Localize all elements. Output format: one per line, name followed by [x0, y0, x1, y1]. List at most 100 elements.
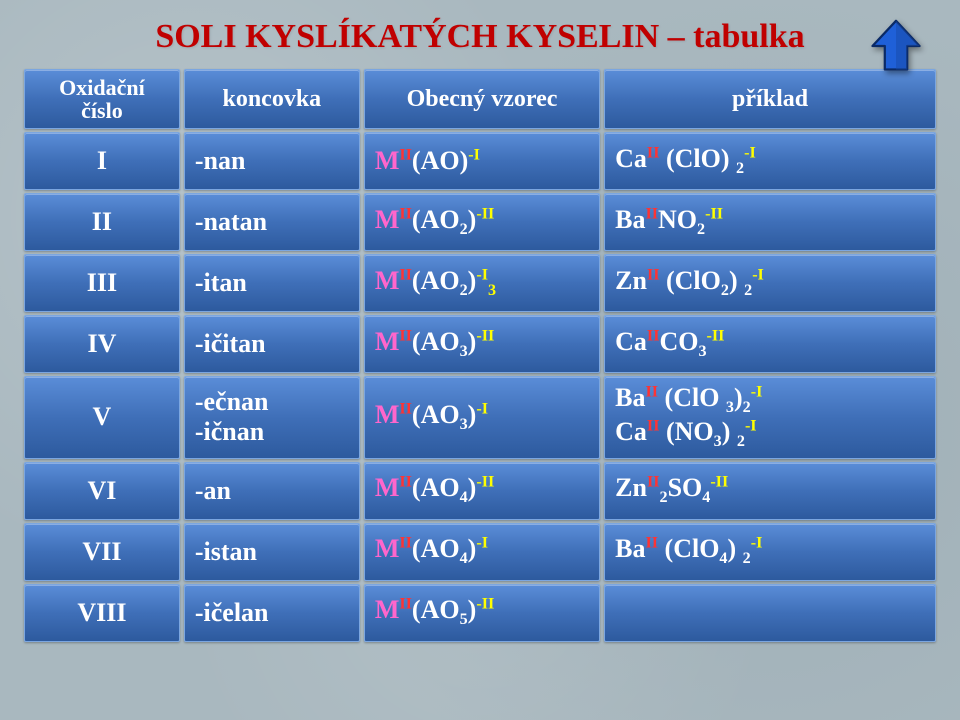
table-row: IV -ičitan MII(AO3)-II CaIICO3-II	[24, 315, 936, 373]
ex-sub: 2	[737, 434, 745, 451]
ex-charge: -II	[710, 474, 728, 491]
suffix-line2: -ičnan	[195, 417, 349, 447]
cell-example: CaII (ClO) 2-I	[604, 132, 936, 190]
ex-charge: -I	[744, 144, 756, 161]
ex-metal-sub: 2	[660, 490, 668, 507]
cell-formula: MII(AO2)-II	[364, 193, 600, 251]
cell-suffix: -istan	[184, 523, 360, 581]
ex-charge: -I	[751, 535, 763, 552]
ex-sub: 2	[743, 551, 751, 568]
cell-suffix: -nan	[184, 132, 360, 190]
ex-sub: 4	[702, 490, 710, 507]
header-oxidation-line2: číslo	[81, 98, 123, 123]
example-line1: BaII (ClO 3)2-I	[615, 383, 925, 417]
table-row: V -ečnan -ičnan MII(AO3)-I BaII (ClO 3)2…	[24, 376, 936, 458]
formula-charge: -I	[476, 401, 488, 418]
cell-example: ZnII (ClO2) 2-I	[604, 254, 936, 312]
cell-suffix: -ičitan	[184, 315, 360, 373]
ex-sub: 2	[743, 399, 751, 416]
ex-metal-sup: II	[645, 205, 658, 222]
formula-idx: 4	[460, 490, 468, 507]
sup-II: II	[399, 266, 412, 283]
ex-charge: -I	[752, 266, 764, 283]
ex-close: )	[722, 417, 731, 446]
cell-suffix: -ičelan	[184, 584, 360, 642]
table-row: VI -an MII(AO4)-II ZnII2SO4-II	[24, 462, 936, 520]
ex-sub: 2	[736, 160, 744, 177]
ex-metal-sup: II	[645, 384, 658, 401]
ex-anion: SO	[668, 473, 703, 502]
formula-charge: -II	[476, 474, 494, 491]
cell-formula: MII(AO4)-I	[364, 523, 600, 581]
sup-II: II	[399, 474, 412, 491]
symbol-M: M	[375, 534, 400, 563]
cell-ox: VII	[24, 523, 180, 581]
symbol-M: M	[375, 266, 400, 295]
ex-close: )	[729, 266, 738, 295]
cell-example: CaIICO3-II	[604, 315, 936, 373]
cell-suffix: -natan	[184, 193, 360, 251]
cell-example-empty	[604, 584, 936, 642]
formula-idx: 3	[460, 343, 468, 360]
ex-inner-sub: 3	[726, 399, 734, 416]
ex-close: )	[734, 383, 743, 412]
ex-metal: Zn	[615, 266, 647, 295]
header-example: příklad	[604, 69, 936, 129]
ex-metal-sup: II	[647, 418, 660, 435]
cell-suffix: -itan	[184, 254, 360, 312]
ex-charge: -II	[707, 327, 725, 344]
ex-anion: (NO	[666, 417, 714, 446]
suffix-line1: -ečnan	[195, 387, 349, 417]
ex-charge: -I	[751, 384, 763, 401]
ex-anion: (ClO)	[666, 144, 730, 173]
table-row: VIII -ičelan MII(AO5)-II	[24, 584, 936, 642]
cell-formula: MII(AO3)-I	[364, 376, 600, 458]
cell-formula: MII(AO3)-II	[364, 315, 600, 373]
up-arrow-button[interactable]	[868, 18, 924, 74]
formula-sub-after: 3	[488, 282, 496, 299]
table-row: VII -istan MII(AO4)-I BaII (ClO4) 2-I	[24, 523, 936, 581]
symbol-M: M	[375, 146, 400, 175]
ex-close: )	[727, 534, 736, 563]
ex-metal: Ba	[615, 205, 645, 234]
header-formula: Obecný vzorec	[364, 69, 600, 129]
cell-ox: III	[24, 254, 180, 312]
symbol-M: M	[375, 205, 400, 234]
formula-idx: 5	[460, 612, 468, 629]
formula-charge: -II	[476, 327, 494, 344]
ex-metal: Ba	[615, 383, 645, 412]
ex-metal: Ca	[615, 327, 647, 356]
cell-formula: MII(AO2)-I3	[364, 254, 600, 312]
sup-II: II	[399, 327, 412, 344]
cell-example: BaII (ClO 3)2-I CaII (NO3) 2-I	[604, 376, 936, 458]
ex-inner-sub: 3	[714, 434, 722, 451]
cell-suffix: -an	[184, 462, 360, 520]
ex-charge: -II	[705, 205, 723, 222]
formula-charge: -I	[468, 147, 480, 164]
up-arrow-icon	[868, 18, 924, 74]
cell-ox: VI	[24, 462, 180, 520]
formula-charge: -II	[476, 205, 494, 222]
cell-ox: I	[24, 132, 180, 190]
ex-metal-sup: II	[647, 144, 660, 161]
ex-metal: Zn	[615, 473, 647, 502]
header-oxidation-line1: Oxidační	[59, 75, 145, 100]
formula-charge: -I	[476, 266, 488, 283]
formula-charge: -I	[476, 535, 488, 552]
formula-idx: 3	[460, 416, 468, 433]
ex-metal: Ca	[615, 417, 647, 446]
ex-metal-sup: II	[645, 535, 658, 552]
ex-metal: Ca	[615, 144, 647, 173]
header-oxidation: Oxidační číslo	[24, 69, 180, 129]
formula-charge: -II	[476, 596, 494, 613]
symbol-M: M	[375, 400, 400, 429]
ex-metal-sup: II	[647, 266, 660, 283]
sup-II: II	[399, 401, 412, 418]
example-line2: CaII (NO3) 2-I	[615, 417, 925, 451]
ex-anion: (ClO	[665, 534, 720, 563]
table-row: II -natan MII(AO2)-II BaIINO2-II	[24, 193, 936, 251]
table-header-row: Oxidační číslo koncovka Obecný vzorec př…	[24, 69, 936, 129]
symbol-M: M	[375, 473, 400, 502]
salts-table: Oxidační číslo koncovka Obecný vzorec př…	[20, 66, 940, 645]
sup-II: II	[399, 596, 412, 613]
